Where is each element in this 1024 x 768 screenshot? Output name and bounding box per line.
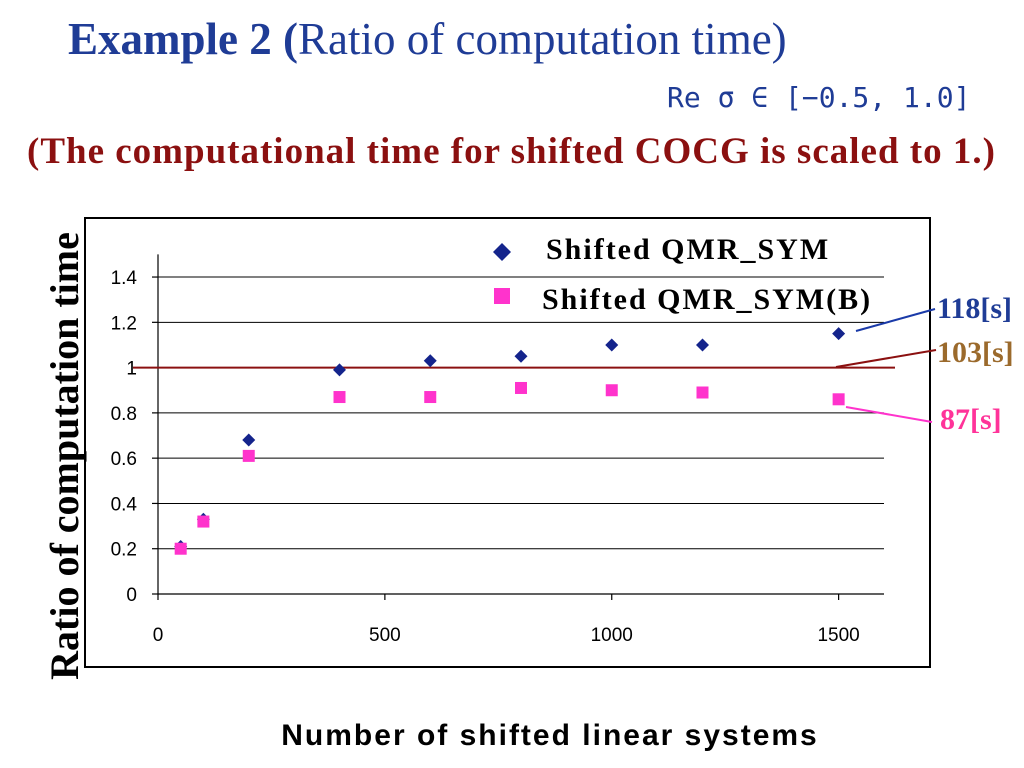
x-tick-label: 1000: [591, 625, 633, 646]
diamond-data-point: [696, 338, 709, 352]
square-data-point: [197, 515, 210, 528]
square-data-point: [333, 391, 346, 404]
y-tick-label: 0: [126, 585, 137, 606]
annotation-leader-line: [855, 308, 936, 332]
y-tick-label: 0.2: [111, 540, 137, 561]
y-tick-label: 0.4: [111, 494, 138, 515]
y-axis-title: Ratio of computation time: [42, 232, 87, 680]
diamond-data-point: [423, 354, 437, 368]
x-tick-label: 0: [153, 625, 164, 646]
legend-square-icon: [494, 288, 510, 304]
annotation-label: 103[s]: [937, 336, 1014, 369]
square-data-point: [515, 381, 527, 394]
y-tick-label: 1: [126, 359, 137, 380]
chart-frame: [84, 217, 931, 668]
diamond-data-point: [832, 327, 846, 341]
chart-marks: [133, 327, 895, 555]
y-tick-label: 0.6: [111, 449, 137, 470]
square-data-point: [242, 449, 255, 462]
square-data-point: [424, 391, 437, 404]
legend-label-qmr-sym: Shifted QMR_SYM: [546, 233, 830, 266]
slide-title: Example 2 (Ratio of computation time): [68, 14, 787, 64]
x-axis-title: Number of shifted linear systems: [281, 719, 818, 752]
y-tick-label: 1.4: [111, 268, 138, 289]
square-data-point: [605, 384, 618, 397]
slide-title-rest: Ratio of computation time): [298, 14, 787, 64]
annotation-leader-line: [835, 349, 937, 368]
diamond-data-point: [333, 363, 346, 377]
range-note: Re σ ∈ [−0.5, 1.0]: [667, 81, 970, 114]
square-data-point: [696, 386, 709, 399]
annotation-label: 118[s]: [937, 292, 1012, 325]
slide-title-bold: Example 2 (: [68, 14, 298, 64]
diamond-data-point: [514, 349, 528, 363]
square-data-point: [832, 393, 845, 406]
x-tick-label: 500: [369, 625, 401, 646]
y-tick-label: 0.8: [111, 404, 137, 425]
legend-label-qmr-sym-b: Shifted QMR_SYM(B): [542, 283, 872, 316]
chart-legend: Shifted QMR_SYM Shifted QMR_SYM(B): [493, 233, 872, 316]
y-tick-label: 1.2: [111, 313, 137, 334]
chart-annotations: 118[s] 103[s] 87[s]: [835, 292, 1014, 436]
square-data-point: [174, 542, 187, 555]
x-tick-label: 1500: [817, 625, 859, 646]
scaling-note: (The computational time for shifted COCG…: [27, 131, 996, 172]
diamond-data-point: [605, 338, 619, 352]
annotation-label: 87[s]: [940, 403, 1002, 436]
legend-diamond-icon: [493, 243, 511, 261]
diamond-data-point: [242, 433, 256, 447]
annotation-leader-line: [845, 406, 933, 423]
